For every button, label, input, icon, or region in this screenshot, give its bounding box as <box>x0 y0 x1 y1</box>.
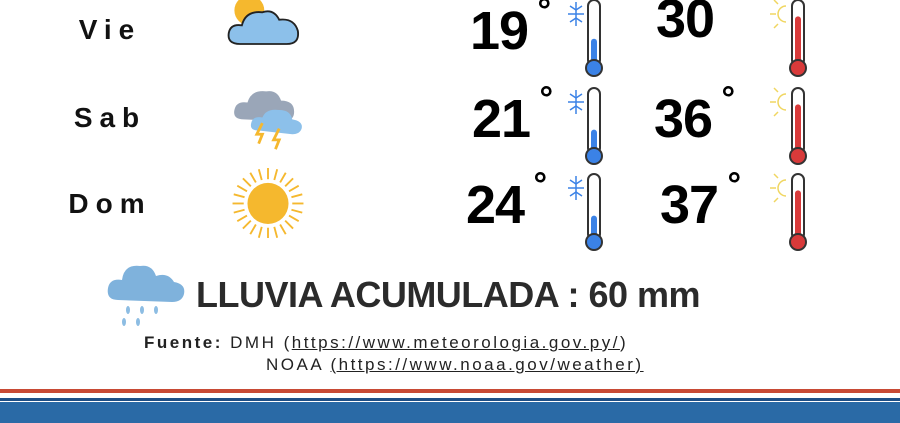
degree-symbol: ° <box>723 0 737 19</box>
banner-thin-stripe <box>0 398 900 401</box>
noaa-link[interactable]: (https://www.noaa.gov/weather) <box>330 355 644 374</box>
min-temp: 24 ° <box>466 166 547 236</box>
source-label: Fuente: <box>144 333 223 352</box>
min-temp-value: 21 <box>472 89 531 149</box>
day-label: Sab <box>73 102 147 133</box>
source-noaa: NOAA (https://www.noaa.gov/weather) <box>266 355 644 375</box>
hot-thermometer-icon <box>770 86 810 166</box>
max-temp-value: 37 <box>660 175 719 235</box>
min-temp-value: 24 <box>466 175 525 235</box>
banner-red-stripe <box>0 389 900 393</box>
cold-thermometer-icon <box>566 86 606 166</box>
degree-symbol: ° <box>533 166 547 204</box>
day-label: Dom <box>68 188 152 219</box>
sun-icon <box>232 168 304 238</box>
min-temp: 21 ° <box>472 80 553 150</box>
degree-symbol: ° <box>539 80 553 118</box>
thunderstorm-icon <box>234 91 302 150</box>
dmh-link[interactable]: https://www.meteorologia.gov.py/ <box>291 333 620 352</box>
max-temp-value: 30 <box>656 0 715 49</box>
rain-cloud-icon <box>107 265 185 326</box>
degree-symbol: ° <box>727 166 741 204</box>
cold-thermometer-icon <box>566 0 606 78</box>
cold-thermometer-icon <box>566 172 606 252</box>
max-temp: 30 ° <box>656 0 737 50</box>
max-temp-value: 36 <box>654 89 713 149</box>
noaa-name: NOAA <box>266 355 331 374</box>
min-temp-value: 19 <box>470 1 529 61</box>
dmh-name: DMH ( <box>230 333 292 352</box>
forecast-row: Vie 19 ° 30 ° <box>0 0 900 77</box>
partly-cloudy-icon <box>227 0 300 45</box>
accumulated-rain-title: LLUVIA ACUMULADA : 60 mm <box>196 274 701 315</box>
forecast-row: Dom 24 ° 37 ° <box>0 162 900 251</box>
forecast-row: Sab 21 ° 36 ° <box>0 76 900 165</box>
dmh-close: ) <box>619 333 629 352</box>
hot-thermometer-icon <box>770 0 810 78</box>
max-temp: 37 ° <box>660 166 741 236</box>
degree-symbol: ° <box>721 80 735 118</box>
source-dmh: Fuente: DMH (https://www.meteorologia.go… <box>144 333 628 353</box>
hot-thermometer-icon <box>770 172 810 252</box>
min-temp: 19 ° <box>470 0 551 62</box>
max-temp: 36 ° <box>654 80 735 150</box>
banner-blue-band <box>0 402 900 423</box>
day-label: Vie <box>78 14 142 45</box>
degree-symbol: ° <box>537 0 551 30</box>
